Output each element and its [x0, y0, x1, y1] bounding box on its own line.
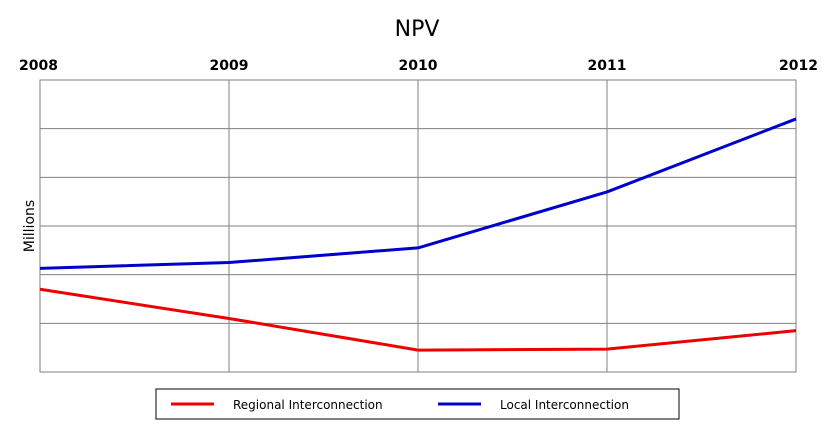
y-axis-label: Millions — [22, 200, 38, 252]
x-tick-label: 2008 — [19, 58, 58, 74]
series-line — [39, 117, 797, 270]
legend: Regional Interconnection Local Interconne… — [155, 388, 680, 420]
x-tick-label: 2012 — [779, 58, 818, 74]
series-line — [39, 287, 797, 352]
legend-label: Local Interconnection — [500, 398, 629, 412]
gridlines — [40, 80, 796, 372]
x-tick-label: 2011 — [588, 58, 627, 74]
legend-box — [155, 388, 680, 420]
x-tick-label: 2010 — [399, 58, 438, 74]
chart-title: NPV — [395, 17, 440, 42]
series-lines — [39, 117, 797, 352]
legend-label: Regional Interconnection — [233, 398, 383, 412]
x-tick-labels: 2008 2009 2010 2011 2012 — [19, 58, 818, 74]
x-tick-label: 2009 — [210, 58, 249, 74]
